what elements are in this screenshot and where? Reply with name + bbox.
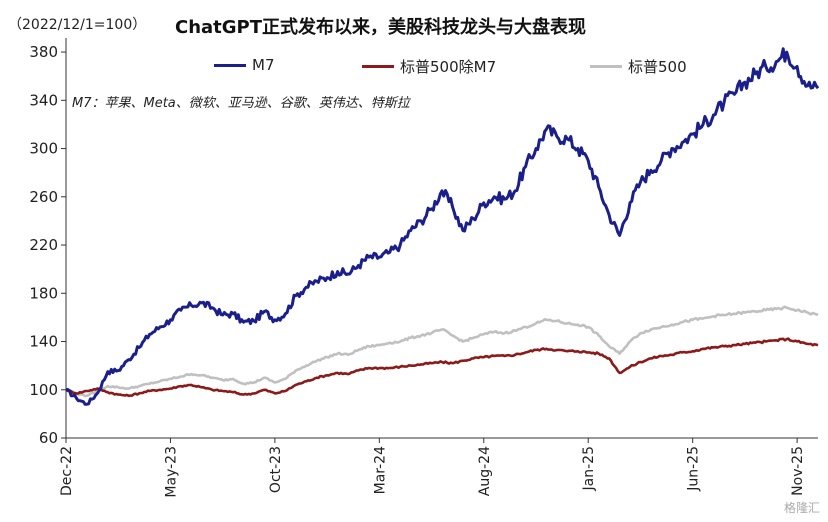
legend-swatch-sp500 bbox=[590, 65, 622, 68]
base-note: （2022/12/1=100） bbox=[8, 17, 147, 33]
y-tick-label: 180 bbox=[29, 284, 58, 302]
chart-title: ChatGPT正式发布以来，美股科技龙头与大盘表现 bbox=[175, 17, 587, 38]
y-tick-label: 300 bbox=[29, 140, 58, 158]
y-tick-label: 220 bbox=[29, 236, 58, 254]
m7-definition-note: M7：苹果、Meta、微软、亚马逊、谷歌、英伟达、特斯拉 bbox=[72, 96, 410, 111]
series-line-sp500-ex-m7 bbox=[65, 337, 819, 398]
x-tick-label: Oct-23 bbox=[268, 446, 284, 493]
x-tick-label: Jun-25 bbox=[686, 446, 702, 492]
y-tick-label: 260 bbox=[29, 188, 58, 206]
legend-item-sp500-ex-m7: 标普500除M7 bbox=[362, 56, 496, 77]
x-tick-label: May-23 bbox=[163, 446, 179, 498]
x-tick-label: Jan-25 bbox=[581, 446, 597, 491]
x-tick-label: Aug-24 bbox=[477, 446, 493, 496]
legend-label-sp500-ex-m7: 标普500除M7 bbox=[400, 58, 497, 76]
x-tick-label: Mar-24 bbox=[372, 446, 388, 494]
y-tick-label: 140 bbox=[29, 333, 58, 351]
x-tick-label: Nov-25 bbox=[790, 446, 806, 496]
legend-item-sp500: 标普500 bbox=[590, 56, 687, 77]
legend-item-m7: M7 bbox=[214, 56, 275, 74]
y-tick-label: 340 bbox=[29, 91, 58, 109]
legend-label-m7: M7 bbox=[252, 56, 275, 74]
x-tick-label: Dec-22 bbox=[59, 446, 75, 496]
series-line-sp500 bbox=[65, 305, 819, 398]
legend-label-sp500: 标普500 bbox=[628, 58, 687, 76]
y-tick-label: 100 bbox=[29, 381, 58, 399]
y-tick-label: 380 bbox=[29, 43, 58, 61]
legend-swatch-sp500-ex-m7 bbox=[362, 65, 394, 68]
series-line-m7 bbox=[65, 47, 820, 406]
legend-swatch-m7 bbox=[214, 63, 246, 67]
y-tick-label: 60 bbox=[39, 429, 58, 447]
watermark-logo: 格隆汇 bbox=[783, 501, 820, 515]
